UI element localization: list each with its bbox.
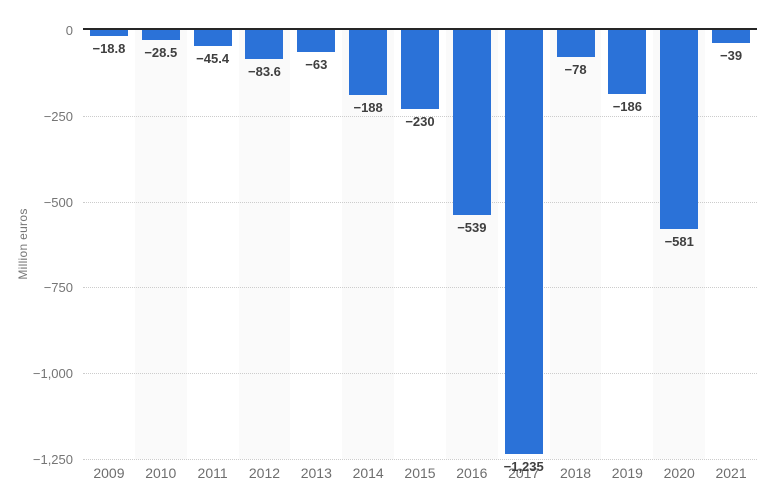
bar[interactable] xyxy=(504,30,543,454)
y-tick-label: −500 xyxy=(43,194,73,210)
bar[interactable] xyxy=(452,30,491,215)
column-band xyxy=(342,30,395,459)
bar[interactable] xyxy=(660,30,699,230)
x-tick-label: 2015 xyxy=(404,465,436,481)
bar-value-label: −83.6 xyxy=(248,63,281,79)
gridline xyxy=(83,373,757,375)
bar-value-label: −78 xyxy=(564,61,587,77)
bar[interactable] xyxy=(141,30,180,40)
bar[interactable] xyxy=(712,30,751,44)
x-tick-label: 2021 xyxy=(715,465,747,481)
gridline xyxy=(83,287,757,289)
zero-axis-line xyxy=(83,28,757,30)
bar[interactable] xyxy=(556,30,595,57)
bar[interactable] xyxy=(245,30,284,59)
bar[interactable] xyxy=(193,30,232,46)
gridline xyxy=(83,459,757,460)
x-tick-label: 2019 xyxy=(611,465,643,481)
bar[interactable] xyxy=(297,30,336,52)
x-tick-label: 2011 xyxy=(197,465,228,481)
column-band xyxy=(549,30,602,459)
bar-value-label: −28.5 xyxy=(144,44,178,60)
bar-value-label: −1,235 xyxy=(503,458,544,474)
bar[interactable] xyxy=(401,30,439,109)
y-tick-label: −1,000 xyxy=(32,366,73,382)
bar-value-label: −581 xyxy=(664,234,694,250)
bar-value-label: −18.8 xyxy=(92,41,126,57)
bar-value-label: −39 xyxy=(720,48,743,64)
x-tick-label: 2012 xyxy=(248,465,281,481)
y-axis-title: Million euros xyxy=(16,208,30,280)
bar[interactable] xyxy=(349,30,388,95)
plot-area: −18.8 2009 −28.5 2010 −45.4 2011 −83.6 2012 −63 2… xyxy=(83,0,757,498)
x-tick-label: 2018 xyxy=(559,465,592,481)
x-tick-label: 2016 xyxy=(456,465,488,481)
column-band xyxy=(238,30,291,459)
gridline xyxy=(83,201,757,203)
x-tick-label: 2010 xyxy=(145,465,177,481)
x-tick-label: 2009 xyxy=(93,465,125,481)
bar-value-label: −230 xyxy=(405,113,435,129)
gridline xyxy=(83,115,757,117)
bar[interactable] xyxy=(89,30,128,37)
y-tick-label: −1,250 xyxy=(32,452,73,467)
y-tick-label: −750 xyxy=(43,280,73,296)
y-tick-label: −250 xyxy=(43,108,73,124)
bar-value-label: −63 xyxy=(305,56,328,72)
column-band xyxy=(134,30,187,459)
y-tick-label: 0 xyxy=(65,23,73,38)
x-tick-label: 2013 xyxy=(300,465,332,481)
bar-value-label: −45.4 xyxy=(196,50,230,66)
bar-value-label: −188 xyxy=(353,99,383,115)
x-tick-label: 2017 xyxy=(508,465,540,481)
bar-value-label: −186 xyxy=(612,98,643,114)
bar-value-label: −539 xyxy=(457,219,487,235)
x-tick-label: 2020 xyxy=(663,465,695,481)
bar[interactable] xyxy=(608,30,647,94)
x-tick-label: 2014 xyxy=(352,465,384,481)
